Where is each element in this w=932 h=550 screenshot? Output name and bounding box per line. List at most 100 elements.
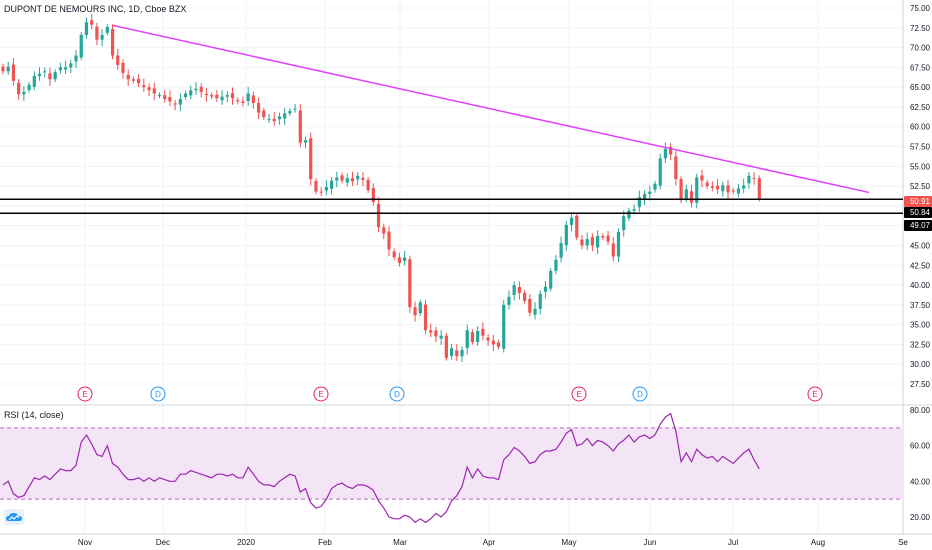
candle-body [455,350,459,357]
candle-body [611,243,615,257]
candle-body [616,232,621,257]
candle-body [116,55,120,65]
candle-body [752,177,756,179]
candle-body [131,79,135,81]
earnings-marker[interactable] [77,386,93,402]
candle-body [100,34,104,40]
rsi-line [2,412,760,524]
candle-body [481,328,485,336]
event-marker-label: D [155,390,161,399]
candle-body [627,210,631,219]
event-marker-label: D [394,390,400,399]
candle-body [564,224,568,246]
time-tick-label: Jul [728,538,738,547]
event-marker-label: E [318,390,323,399]
candle-body [6,66,10,72]
rsi-title: RSI (14, close) [4,410,64,420]
candle-body [439,335,443,339]
candle-body [413,307,417,316]
candle-body [606,235,610,242]
candle-body [178,99,182,105]
candle-body [262,110,266,118]
candle-body [397,257,402,263]
candle-body [230,93,235,99]
time-tick-label: Apr [483,538,496,547]
candle-body [173,103,177,105]
candle-body [496,342,501,347]
event-marker-label: E [82,390,87,399]
dividend-marker[interactable] [150,386,166,402]
candle-body [559,243,563,258]
cloud-logo-icon[interactable] [4,509,24,525]
candle-body [204,93,209,96]
candle-body [324,186,328,191]
price-badge [904,220,932,231]
candle-body [236,100,240,102]
rsi-tick-label: 20.00 [910,513,931,522]
price-tick-label: 35.00 [910,321,931,330]
candle-body [330,180,334,189]
event-marker-label: E [812,390,817,399]
candle-body [663,148,668,159]
earnings-marker[interactable] [313,386,329,402]
candle-body [256,102,261,113]
candle-body [163,95,167,100]
candle-body [157,95,162,97]
candle-body [585,239,589,246]
candle-body [58,67,62,71]
candle-body [434,330,438,337]
price-tick-label: 65.00 [910,83,931,92]
price-tick-label: 57.50 [910,143,931,152]
candle-body [689,191,694,203]
candle-body [502,304,506,349]
candle-body [17,82,21,95]
candle-body [726,185,730,193]
candle-body [695,177,699,203]
candle-body [314,180,318,192]
candle-body [215,94,219,99]
event-marker-label: D [637,390,643,399]
candle-body [48,73,52,80]
rsi-tick-label: 80.00 [910,406,931,415]
candle-body [225,95,229,97]
earnings-marker[interactable] [571,386,587,402]
candle-body [710,186,714,188]
candle-body [721,185,725,192]
dividend-marker[interactable] [632,386,648,402]
dividend-marker[interactable] [389,386,405,402]
candle-body [658,158,662,186]
candle-body [715,185,720,190]
candle-body [444,335,448,358]
trendline-drawing[interactable] [112,24,870,194]
candle-body [507,296,511,305]
candle-body [429,330,433,333]
candle-body [523,292,527,301]
candle-body [152,88,156,94]
time-tick-label: May [561,538,576,547]
candle-body [288,110,292,114]
candle-body [189,90,193,96]
candle-body [69,63,73,68]
earnings-marker[interactable] [807,386,823,402]
candle-body [11,64,16,81]
candle-body [95,26,99,40]
candle-body [79,34,83,58]
candle-body [731,190,735,192]
price-tick-label: 75.00 [910,4,931,13]
candle-body [361,177,365,180]
candle-body [637,197,641,208]
symbol-title: DUPONT DE NEMOURS INC, 1D, Cboe BZX [4,4,187,14]
candle-body [345,178,349,183]
price-badge-label: 49.07 [910,221,931,230]
candle-body [37,73,42,77]
time-tick-label: Mar [393,538,407,547]
price-tick-label: 45.00 [910,241,931,250]
price-tick-label: 30.00 [910,360,931,369]
candle-body [392,251,396,258]
candle-body [476,330,480,343]
candle-body [674,156,678,179]
price-badge [904,196,932,207]
candle-body [126,74,130,80]
candle-body [277,116,282,120]
